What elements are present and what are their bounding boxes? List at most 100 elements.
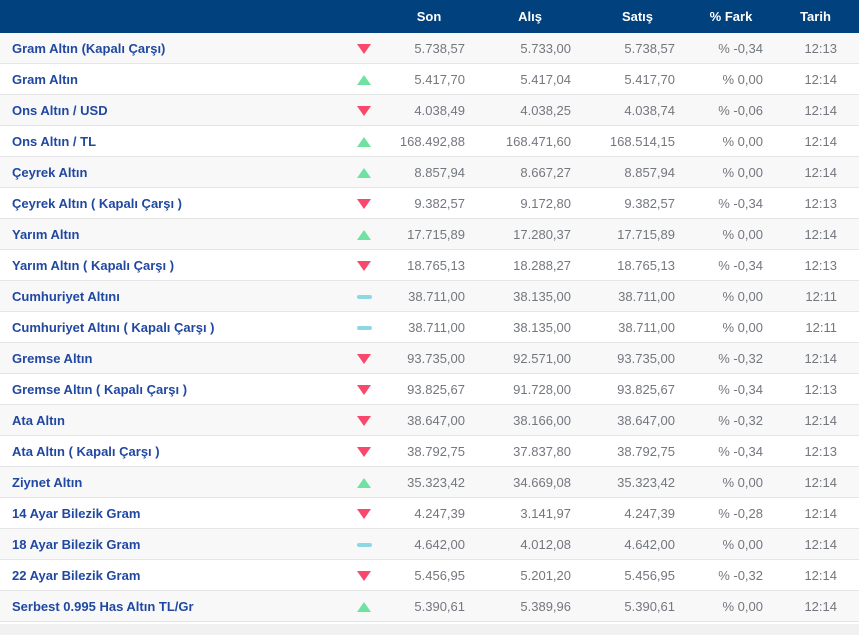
tarih-value: 12:14 xyxy=(772,528,859,560)
down-arrow-icon xyxy=(357,44,371,55)
son-value: 35.323,42 xyxy=(383,466,475,498)
tarih-value: 12:14 xyxy=(772,590,859,622)
son-value: 93.825,67 xyxy=(383,373,475,405)
satis-value: 8.857,94 xyxy=(585,156,690,188)
instrument-name[interactable]: Çeyrek Altın ( Kapalı Çarşı ) xyxy=(12,195,183,211)
fark-value: % 0,00 xyxy=(690,311,772,343)
son-value: 38.711,00 xyxy=(383,311,475,343)
instrument-name[interactable]: 18 Ayar Bilezik Gram xyxy=(12,536,141,552)
up-arrow-icon xyxy=(357,75,371,86)
table-row: Cumhuriyet Altını ( Kapalı Çarşı ) 38.71… xyxy=(0,311,859,343)
gold-prices-table: Son Alış Satış % Fark Tarih Gram Altın (… xyxy=(0,0,859,622)
fark-value: % 0,00 xyxy=(690,63,772,95)
satis-value: 168.514,15 xyxy=(585,125,690,157)
satis-value: 4.642,00 xyxy=(585,528,690,560)
son-value: 38.792,75 xyxy=(383,435,475,467)
instrument-name[interactable]: Gram Altın (Kapalı Çarşı) xyxy=(12,40,166,56)
instrument-name[interactable]: Ziynet Altın xyxy=(12,474,83,490)
table-row: Gram Altın (Kapalı Çarşı) 5.738,57 5.733… xyxy=(0,33,859,64)
flat-dash-icon xyxy=(356,295,372,300)
alis-value: 5.733,00 xyxy=(475,33,585,64)
satis-value: 4.247,39 xyxy=(585,497,690,529)
alis-value: 37.837,80 xyxy=(475,435,585,467)
down-arrow-icon xyxy=(357,354,371,365)
instrument-name[interactable]: Ons Altın / TL xyxy=(12,133,97,149)
up-arrow-icon xyxy=(357,478,371,489)
alis-value: 168.471,60 xyxy=(475,125,585,157)
table-row: Gremse Altın 93.735,00 92.571,00 93.735,… xyxy=(0,342,859,374)
alis-value: 5.201,20 xyxy=(475,559,585,591)
down-arrow-icon xyxy=(357,106,371,117)
satis-value: 5.390,61 xyxy=(585,590,690,622)
table-row: Çeyrek Altın 8.857,94 8.667,27 8.857,94 … xyxy=(0,156,859,188)
fark-value: % -0,32 xyxy=(690,342,772,374)
column-header-instrument xyxy=(0,0,345,33)
table-row: Çeyrek Altın ( Kapalı Çarşı ) 9.382,57 9… xyxy=(0,187,859,219)
instrument-name[interactable]: Ons Altın / USD xyxy=(12,102,108,118)
satis-value: 38.792,75 xyxy=(585,435,690,467)
instrument-name[interactable]: Cumhuriyet Altını xyxy=(12,288,120,304)
fark-value: % -0,28 xyxy=(690,497,772,529)
down-arrow-icon xyxy=(357,571,371,582)
down-arrow-icon xyxy=(357,416,371,427)
tarih-value: 12:14 xyxy=(772,94,859,126)
column-header-indicator xyxy=(345,0,383,33)
instrument-name[interactable]: 22 Ayar Bilezik Gram xyxy=(12,567,141,583)
son-value: 5.456,95 xyxy=(383,559,475,591)
fark-value: % -0,34 xyxy=(690,249,772,281)
fark-value: % -0,32 xyxy=(690,404,772,436)
tarih-value: 12:14 xyxy=(772,497,859,529)
table-row: Ons Altın / USD 4.038,49 4.038,25 4.038,… xyxy=(0,94,859,126)
satis-value: 17.715,89 xyxy=(585,218,690,250)
fark-value: % -0,34 xyxy=(690,33,772,64)
alis-value: 17.280,37 xyxy=(475,218,585,250)
down-arrow-icon xyxy=(357,509,371,520)
instrument-name[interactable]: Ata Altın xyxy=(12,412,65,428)
tarih-value: 12:13 xyxy=(772,435,859,467)
alis-value: 8.667,27 xyxy=(475,156,585,188)
tarih-value: 12:11 xyxy=(772,280,859,312)
flat-dash-icon xyxy=(356,326,372,331)
fark-value: % 0,00 xyxy=(690,280,772,312)
instrument-name[interactable]: Gremse Altın xyxy=(12,350,93,366)
instrument-name[interactable]: Gremse Altın ( Kapalı Çarşı ) xyxy=(12,381,188,397)
column-header-tarih: Tarih xyxy=(772,0,859,33)
son-value: 38.711,00 xyxy=(383,280,475,312)
fark-value: % 0,00 xyxy=(690,466,772,498)
up-arrow-icon xyxy=(357,230,371,241)
table-row: Ata Altın ( Kapalı Çarşı ) 38.792,75 37.… xyxy=(0,435,859,467)
alis-value: 3.141,97 xyxy=(475,497,585,529)
alis-value: 91.728,00 xyxy=(475,373,585,405)
fark-value: % -0,32 xyxy=(690,559,772,591)
satis-value: 18.765,13 xyxy=(585,249,690,281)
bottom-gap xyxy=(0,622,859,624)
table-row: Yarım Altın ( Kapalı Çarşı ) 18.765,13 1… xyxy=(0,249,859,281)
satis-value: 5.417,70 xyxy=(585,63,690,95)
tarih-value: 12:14 xyxy=(772,156,859,188)
alis-value: 4.012,08 xyxy=(475,528,585,560)
down-arrow-icon xyxy=(357,261,371,272)
satis-value: 5.738,57 xyxy=(585,33,690,64)
alis-value: 4.038,25 xyxy=(475,94,585,126)
instrument-name[interactable]: Ata Altın ( Kapalı Çarşı ) xyxy=(12,443,160,459)
tarih-value: 12:14 xyxy=(772,218,859,250)
alis-value: 92.571,00 xyxy=(475,342,585,374)
instrument-name[interactable]: Serbest 0.995 Has Altın TL/Gr xyxy=(12,598,194,614)
footer-strip xyxy=(0,624,859,635)
instrument-name[interactable]: Çeyrek Altın xyxy=(12,164,88,180)
table-row: Serbest 0.995 Has Altın TL/Gr 5.390,61 5… xyxy=(0,590,859,622)
instrument-name[interactable]: Gram Altın xyxy=(12,71,78,87)
son-value: 38.647,00 xyxy=(383,404,475,436)
table-header-row: Son Alış Satış % Fark Tarih xyxy=(0,0,859,33)
down-arrow-icon xyxy=(357,385,371,396)
fark-value: % 0,00 xyxy=(690,218,772,250)
tarih-value: 12:14 xyxy=(772,125,859,157)
instrument-name[interactable]: Cumhuriyet Altını ( Kapalı Çarşı ) xyxy=(12,319,215,335)
instrument-name[interactable]: Yarım Altın xyxy=(12,226,80,242)
tarih-value: 12:13 xyxy=(772,249,859,281)
fark-value: % 0,00 xyxy=(690,590,772,622)
satis-value: 4.038,74 xyxy=(585,94,690,126)
instrument-name[interactable]: Yarım Altın ( Kapalı Çarşı ) xyxy=(12,257,175,273)
instrument-name[interactable]: 14 Ayar Bilezik Gram xyxy=(12,505,141,521)
